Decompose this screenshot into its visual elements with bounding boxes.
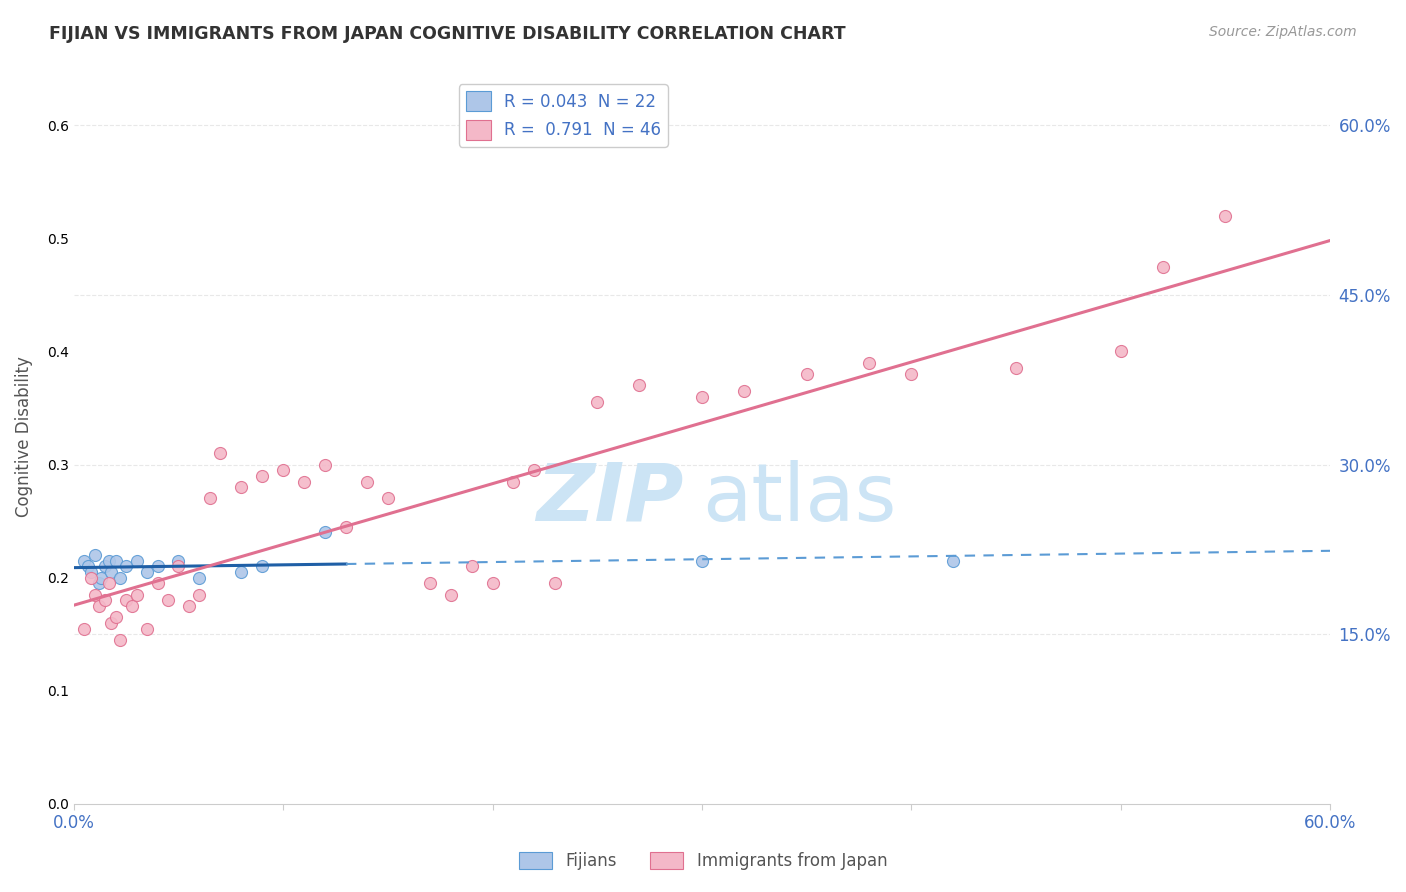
Point <box>156 593 179 607</box>
Point <box>209 446 232 460</box>
Point <box>136 565 159 579</box>
Point <box>83 548 105 562</box>
Point <box>73 554 96 568</box>
Point <box>94 593 117 607</box>
Point <box>104 554 127 568</box>
Point <box>460 559 482 574</box>
Point <box>335 520 357 534</box>
Text: Source: ZipAtlas.com: Source: ZipAtlas.com <box>1209 25 1357 39</box>
Point <box>900 367 922 381</box>
Point <box>586 395 609 409</box>
Point <box>231 565 253 579</box>
Point <box>481 576 503 591</box>
Text: FIJIAN VS IMMIGRANTS FROM JAPAN COGNITIVE DISABILITY CORRELATION CHART: FIJIAN VS IMMIGRANTS FROM JAPAN COGNITIV… <box>49 25 846 43</box>
Text: atlas: atlas <box>702 459 897 538</box>
Point <box>1152 260 1174 274</box>
Point <box>167 559 190 574</box>
Point <box>125 554 148 568</box>
Point <box>1109 344 1132 359</box>
Point <box>100 565 122 579</box>
Point <box>104 610 127 624</box>
Point <box>377 491 399 506</box>
Point <box>292 475 315 489</box>
Point <box>231 480 253 494</box>
Point <box>314 525 336 540</box>
Point <box>79 571 101 585</box>
Point <box>87 599 110 613</box>
Point <box>73 622 96 636</box>
Point <box>146 559 169 574</box>
Point <box>419 576 441 591</box>
Point <box>1215 209 1237 223</box>
Point <box>125 588 148 602</box>
Point <box>1005 361 1028 376</box>
Point <box>796 367 818 381</box>
Point <box>79 565 101 579</box>
Text: ZIP: ZIP <box>536 459 683 538</box>
Point <box>188 571 211 585</box>
Point <box>108 571 131 585</box>
Point <box>356 475 378 489</box>
Point <box>628 378 651 392</box>
Point <box>858 356 880 370</box>
Legend: Fijians, Immigrants from Japan: Fijians, Immigrants from Japan <box>512 845 894 877</box>
Point <box>167 554 190 568</box>
Point <box>188 588 211 602</box>
Point <box>77 559 100 574</box>
Point <box>177 599 200 613</box>
Point <box>115 559 138 574</box>
Point <box>87 576 110 591</box>
Point <box>271 463 294 477</box>
Point <box>100 615 122 630</box>
Point <box>733 384 755 398</box>
Point <box>90 571 112 585</box>
Point <box>108 632 131 647</box>
Point <box>942 554 965 568</box>
Point <box>146 576 169 591</box>
Point <box>250 468 273 483</box>
Y-axis label: Cognitive Disability: Cognitive Disability <box>15 356 32 516</box>
Point <box>502 475 524 489</box>
Point <box>83 588 105 602</box>
Point <box>115 593 138 607</box>
Point <box>98 554 121 568</box>
Point <box>690 554 713 568</box>
Point <box>121 599 143 613</box>
Point <box>314 458 336 472</box>
Point <box>250 559 273 574</box>
Point <box>440 588 463 602</box>
Point <box>523 463 546 477</box>
Point <box>544 576 567 591</box>
Point <box>690 390 713 404</box>
Point <box>198 491 221 506</box>
Point <box>94 559 117 574</box>
Legend: R = 0.043  N = 22, R =  0.791  N = 46: R = 0.043 N = 22, R = 0.791 N = 46 <box>458 84 668 146</box>
Point <box>98 576 121 591</box>
Point <box>136 622 159 636</box>
